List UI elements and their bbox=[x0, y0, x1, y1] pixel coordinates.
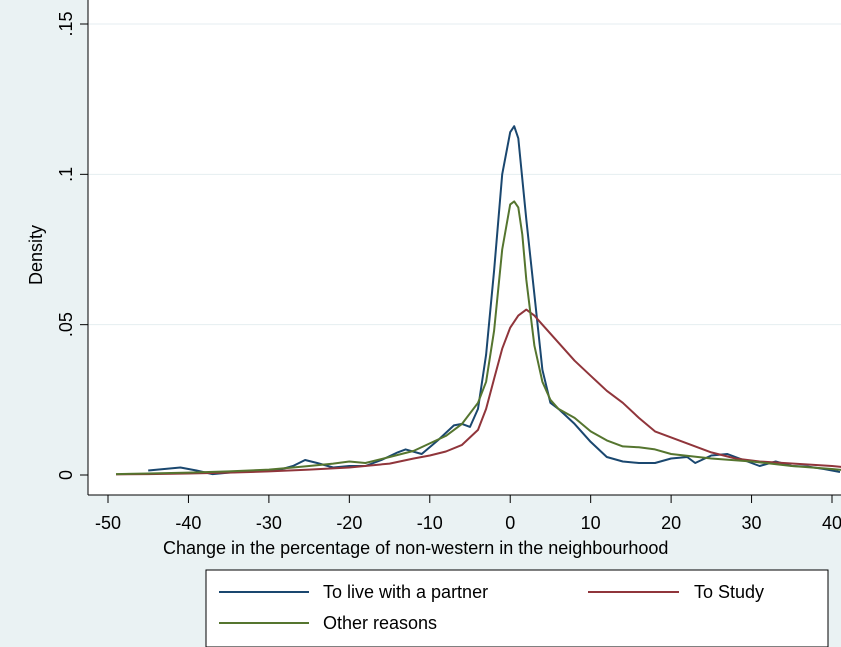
legend-box bbox=[205, 569, 829, 647]
y-tick-label: .1 bbox=[56, 167, 76, 182]
x-tick-label: 40 bbox=[822, 513, 841, 533]
x-axis-title: Change in the percentage of non-western … bbox=[163, 538, 668, 558]
legend-label-2: To Study bbox=[694, 582, 764, 602]
x-tick-label: -50 bbox=[95, 513, 121, 533]
x-tick-label: 20 bbox=[661, 513, 681, 533]
x-tick-label: 0 bbox=[505, 513, 515, 533]
plot-area bbox=[88, 0, 841, 495]
x-tick-label: -20 bbox=[336, 513, 362, 533]
legend-label-3: Other reasons bbox=[323, 613, 437, 633]
x-tick-label: -10 bbox=[417, 513, 443, 533]
series-group bbox=[115, 125, 841, 476]
x-tick-label: -30 bbox=[256, 513, 282, 533]
y-tick-label: .15 bbox=[56, 11, 76, 36]
x-tick-label: 10 bbox=[581, 513, 601, 533]
x-tick-label: 30 bbox=[742, 513, 762, 533]
series-line-3 bbox=[115, 200, 841, 476]
legend-label-1: To live with a partner bbox=[323, 582, 488, 602]
y-axis-title: Density bbox=[26, 225, 46, 285]
y-tick-label: .05 bbox=[56, 312, 76, 337]
legend-items: To live with a partner To Study Other reas… bbox=[219, 582, 764, 633]
y-ticks: 0 .05 .1 .15 bbox=[56, 11, 88, 480]
y-tick-label: 0 bbox=[56, 470, 76, 480]
series-line-2 bbox=[115, 308, 841, 476]
x-ticks: -50 -40 -30 -20 -10 0 10 20 30 40 bbox=[95, 495, 841, 533]
grid bbox=[88, 23, 841, 326]
x-tick-label: -40 bbox=[175, 513, 201, 533]
legend: To live with a partner To Study Other reas… bbox=[205, 569, 829, 647]
